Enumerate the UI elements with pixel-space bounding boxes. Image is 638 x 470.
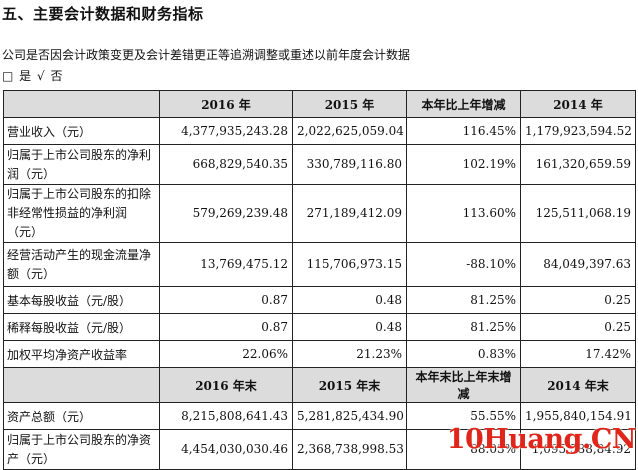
- header-cell: 2015 年: [292, 90, 407, 118]
- row-label: 加权平均净资产收益率: [3, 340, 160, 368]
- table-row: 经营活动产生的现金流量净额（元） 13,769,475.12 115,706,9…: [3, 242, 636, 287]
- value-2015: 271,189,412.09: [292, 184, 407, 243]
- site-watermark: 10Huang.CN: [446, 424, 637, 455]
- value-change: 0.83%: [406, 340, 521, 368]
- table-row: 稀释每股收益（元/股） 0.87 0.48 81.25% 0.25: [3, 313, 636, 341]
- value-change: 113.60%: [406, 184, 521, 243]
- row-label: 资产总额（元）: [3, 402, 160, 430]
- header-cell: 2014 年: [520, 90, 636, 118]
- restatement-question: 公司是否因会计政策变更及会计差错更正等追溯调整或重述以前年度会计数据: [2, 48, 411, 62]
- table-header-row: 2016 年 2015 年 本年比上年增减 2014 年: [3, 90, 636, 118]
- value-2014: 17.42%: [520, 340, 636, 368]
- value-2014: 1,179,923,594.52: [520, 117, 636, 145]
- row-label: 基本每股收益（元/股）: [3, 286, 160, 314]
- value-2014: 161,320,659.59: [520, 144, 636, 185]
- row-label: 归属于上市公司股东的净资产（元）: [3, 429, 160, 470]
- value-change: 55.55%: [406, 402, 521, 430]
- row-label: 经营活动产生的现金流量净额（元）: [3, 242, 160, 287]
- value-2015: 115,706,973.15: [292, 242, 407, 287]
- value-2015: 0.48: [292, 286, 407, 314]
- table-row: 基本每股收益（元/股） 0.87 0.48 81.25% 0.25: [3, 286, 636, 314]
- table-row: 资产总额（元） 8,215,808,641.43 5,281,825,434.9…: [3, 402, 636, 430]
- header-cell: 本年比上年增减: [406, 90, 521, 118]
- header-cell: 2014 年末: [520, 367, 636, 403]
- row-label: 营业收入（元）: [3, 117, 160, 145]
- value-change: 116.45%: [406, 117, 521, 145]
- value-2016: 8,215,808,641.43: [159, 402, 293, 430]
- header-cell: 2016 年末: [159, 367, 293, 403]
- table-row: 营业收入（元） 4,377,935,243.28 2,022,625,059.0…: [3, 117, 636, 145]
- header-cell: [3, 90, 160, 118]
- header-cell: 2016 年: [159, 90, 293, 118]
- value-2015: 5,281,825,434.90: [292, 402, 407, 430]
- value-2014: 0.25: [520, 313, 636, 341]
- value-2016: 4,454,030,030.46: [159, 429, 293, 470]
- value-2016: 668,829,540.35: [159, 144, 293, 185]
- table-row: 归属于上市公司股东的扣除非经常性损益的净利润（元） 579,269,239.48…: [3, 184, 636, 243]
- financial-data-table: 2016 年 2015 年 本年比上年增减 2014 年 营业收入（元） 4,3…: [3, 90, 636, 470]
- option-no: 否: [50, 69, 63, 83]
- value-change: 102.19%: [406, 144, 521, 185]
- value-2016: 13,769,475.12: [159, 242, 293, 287]
- value-2016: 4,377,935,243.28: [159, 117, 293, 145]
- restatement-options: □ 是 √ 否: [2, 67, 65, 84]
- value-change: -88.10%: [406, 242, 521, 287]
- value-2015: 2,368,738,998.53: [292, 429, 407, 470]
- value-2014: 125,511,068.19: [520, 184, 636, 243]
- table-row: 加权平均净资产收益率 22.06% 21.23% 0.83% 17.42%: [3, 340, 636, 368]
- value-2014: 0.25: [520, 286, 636, 314]
- header-cell: 2015 年末: [292, 367, 407, 403]
- checkbox-empty-icon: □: [2, 69, 14, 83]
- header-cell: 本年末比上年末增减: [406, 367, 521, 403]
- row-label: 稀释每股收益（元/股）: [3, 313, 160, 341]
- value-2015: 0.48: [292, 313, 407, 341]
- value-2015: 2,022,625,059.04: [292, 117, 407, 145]
- section-heading: 五、主要会计数据和财务指标: [2, 5, 204, 23]
- value-2014: 84,049,397.63: [520, 242, 636, 287]
- value-2016: 22.06%: [159, 340, 293, 368]
- row-label: 归属于上市公司股东的净利润（元）: [3, 144, 160, 185]
- value-2016: 0.87: [159, 313, 293, 341]
- row-label: 归属于上市公司股东的扣除非经常性损益的净利润（元）: [3, 184, 160, 243]
- option-yes: 是: [19, 69, 32, 83]
- value-2015: 330,789,116.80: [292, 144, 407, 185]
- value-2016: 0.87: [159, 286, 293, 314]
- check-mark-icon: √: [37, 69, 45, 83]
- value-change: 81.25%: [406, 313, 521, 341]
- value-2016: 579,269,239.48: [159, 184, 293, 243]
- value-2014: 1,955,840,154.91: [520, 402, 636, 430]
- table-row: 归属于上市公司股东的净利润（元） 668,829,540.35 330,789,…: [3, 144, 636, 185]
- value-2015: 21.23%: [292, 340, 407, 368]
- value-change: 81.25%: [406, 286, 521, 314]
- header-cell: [3, 367, 160, 403]
- table-header-row: 2016 年末 2015 年末 本年末比上年末增减 2014 年末: [3, 367, 636, 403]
